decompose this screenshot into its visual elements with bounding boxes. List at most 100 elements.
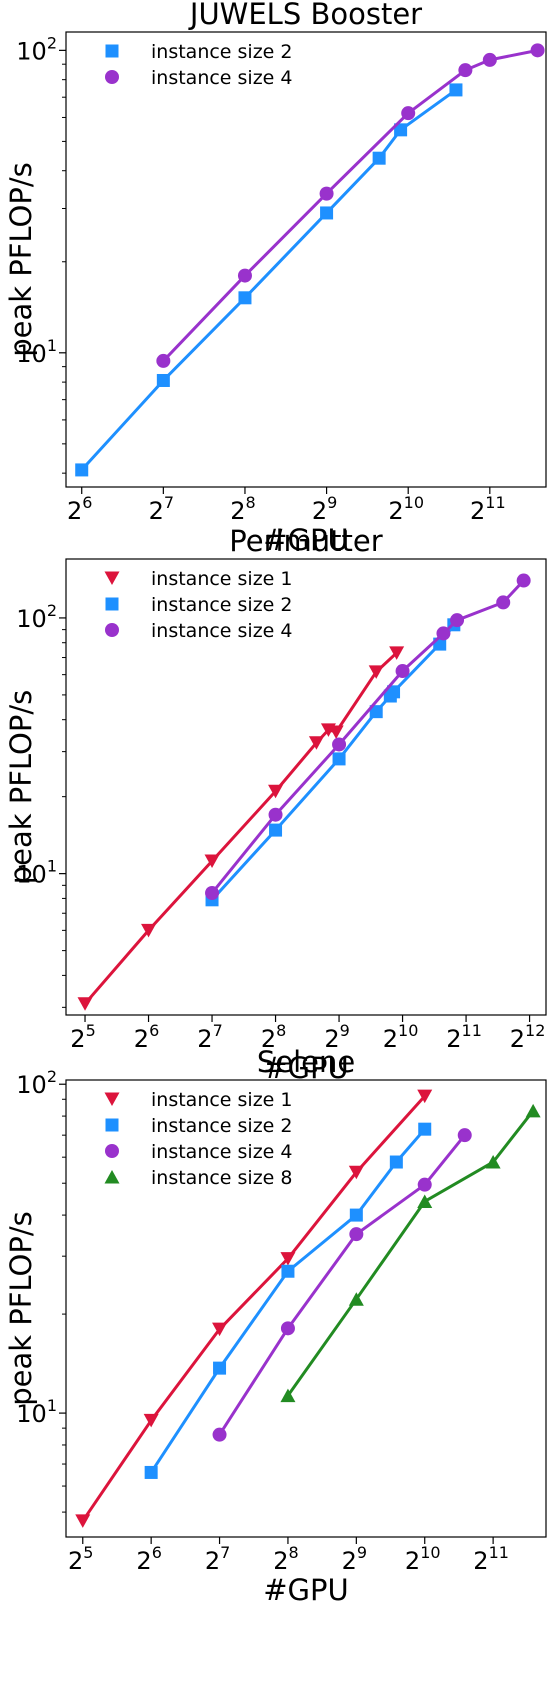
data-point — [77, 997, 93, 1011]
x-tick-label: 211 — [470, 493, 506, 525]
data-point — [449, 83, 463, 97]
data-point — [280, 1388, 296, 1403]
y-tick-label: 101 — [16, 1396, 57, 1428]
x-tick-label: 25 — [68, 1543, 93, 1575]
x-tick-label: 28 — [230, 493, 255, 525]
data-point — [436, 626, 451, 641]
data-point — [389, 1155, 403, 1169]
y-axis-label: peak PFLOP/s — [4, 690, 38, 885]
data-point — [418, 1122, 432, 1136]
data-point — [387, 685, 401, 699]
data-point — [496, 595, 511, 610]
legend-label: instance size 4 — [151, 67, 293, 89]
plot-frame — [65, 1079, 547, 1538]
y-axis-label: peak PFLOP/s — [4, 162, 38, 357]
data-point — [394, 123, 408, 137]
legend-marker — [105, 1144, 119, 1158]
data-point — [280, 1321, 295, 1336]
legend-label: instance size 8 — [151, 1167, 293, 1189]
legend-marker — [105, 1118, 119, 1132]
x-tick-label: 210 — [388, 493, 424, 525]
data-point — [328, 725, 344, 740]
legend-marker — [105, 44, 119, 58]
chart-title: JUWELS Booster — [188, 0, 422, 31]
data-point — [280, 1252, 296, 1266]
x-tick-label: 27 — [149, 493, 174, 525]
data-point — [238, 291, 252, 305]
legend-label: instance size 4 — [151, 1141, 293, 1163]
data-point — [389, 646, 405, 660]
series-line — [210, 623, 456, 901]
x-tick-label: 28 — [261, 1021, 286, 1053]
legend-label: instance size 1 — [151, 1089, 293, 1111]
series-line — [162, 48, 538, 362]
data-point — [213, 1361, 227, 1375]
y-tick-label: 101 — [16, 336, 57, 368]
data-point — [369, 705, 383, 719]
legend: instance size 1 instance size 2 instance s… — [104, 1089, 293, 1189]
data-point — [395, 664, 410, 679]
x-tick-label: 27 — [205, 1543, 230, 1575]
data-point — [332, 752, 346, 766]
series-1 — [75, 1089, 433, 1528]
data-point — [75, 463, 89, 477]
chart-1: JUWELS Booster 101 102 26 27 28 29 210 211 #GPU pe… — [4, 0, 547, 557]
series-2 — [156, 43, 545, 368]
y-axis-label: peak PFLOP/s — [4, 1211, 38, 1406]
data-point — [516, 573, 531, 588]
data-point — [143, 1413, 159, 1428]
x-tick-label: 29 — [342, 1543, 367, 1575]
legend-label: instance size 2 — [151, 41, 293, 63]
series-4 — [280, 1103, 541, 1403]
data-point — [156, 373, 170, 387]
data-point — [212, 1322, 228, 1337]
legend-label: instance size 1 — [151, 568, 293, 590]
x-tick-label: 27 — [197, 1021, 222, 1053]
data-point — [457, 1128, 472, 1143]
data-point — [332, 737, 347, 752]
data-point — [319, 186, 334, 201]
data-point — [458, 63, 473, 78]
chart-title: Selene — [257, 1045, 355, 1079]
y-tick-label: 102 — [16, 1067, 57, 1099]
chart-3: Selene 101 102 25 26 27 28 29 210 211 #GPU peak PFL… — [4, 1045, 547, 1607]
data-point — [349, 1208, 363, 1222]
data-point — [417, 1177, 432, 1192]
series-line — [80, 88, 457, 471]
x-tick-label: 29 — [324, 1021, 349, 1053]
legend: instance size 1 instance size 2 instance s… — [104, 568, 293, 642]
series-1 — [75, 83, 463, 477]
plot-frame — [65, 558, 547, 1016]
x-tick-label: 28 — [273, 1543, 298, 1575]
x-axis-label: #GPU — [263, 1051, 349, 1085]
data-point — [401, 106, 416, 121]
legend-label: instance size 2 — [151, 1115, 293, 1137]
data-point — [348, 1165, 364, 1180]
data-point — [75, 1514, 91, 1528]
legend-marker — [105, 623, 119, 637]
x-tick-label: 210 — [405, 1543, 441, 1575]
x-tick-label: 210 — [383, 1021, 419, 1053]
data-point — [525, 1103, 541, 1118]
legend-marker — [105, 597, 119, 611]
x-tick-label: 26 — [134, 1021, 159, 1053]
data-point — [141, 923, 157, 938]
legend: instance size 2 instance size 4 — [105, 41, 293, 89]
series-line — [210, 579, 525, 894]
series-2 — [144, 1122, 432, 1479]
x-tick-label: 26 — [67, 493, 92, 525]
data-point — [348, 1292, 364, 1306]
legend-marker — [105, 70, 119, 84]
data-point — [237, 268, 252, 283]
data-point — [485, 1155, 501, 1169]
data-point — [417, 1089, 433, 1104]
chart-2: Perlmutter 101 102 25 26 27 28 29 210 211 212 #GPU p… — [4, 524, 547, 1085]
data-point — [349, 1227, 364, 1242]
series-3 — [205, 573, 531, 900]
data-point — [450, 613, 465, 628]
data-point — [320, 206, 334, 220]
data-point — [417, 1194, 433, 1208]
legend-marker — [104, 571, 120, 585]
legend-label: instance size 2 — [151, 594, 293, 616]
